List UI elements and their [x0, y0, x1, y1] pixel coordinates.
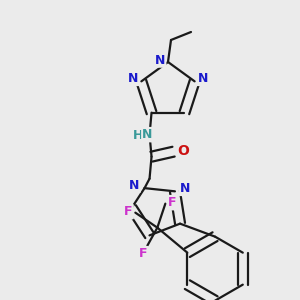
Text: N: N: [180, 182, 190, 195]
Text: F: F: [168, 196, 177, 209]
Text: F: F: [124, 205, 133, 218]
Text: N: N: [129, 178, 140, 192]
Text: O: O: [178, 144, 190, 158]
Text: N: N: [197, 72, 208, 85]
Text: H: H: [134, 129, 144, 142]
Text: F: F: [139, 247, 148, 260]
Text: N: N: [155, 53, 165, 67]
Text: N: N: [128, 72, 139, 85]
Text: N: N: [142, 128, 153, 141]
